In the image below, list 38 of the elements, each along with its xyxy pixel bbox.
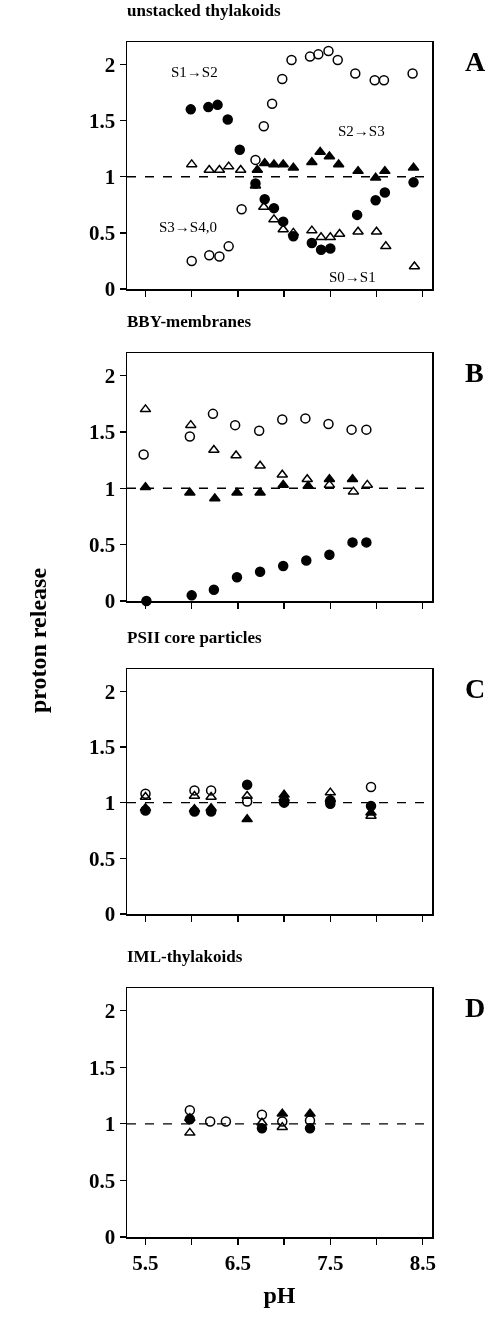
y-tick-label: 0.5: [89, 1168, 116, 1193]
text: C: [465, 673, 486, 704]
x-tick-label: 7.5: [317, 1250, 344, 1275]
annotation: S1→S2: [171, 64, 218, 80]
y-tick-label: 2: [104, 679, 116, 704]
y-tick-label: 1: [104, 1112, 116, 1137]
y-tick-label: 2: [104, 52, 116, 77]
y-tick-label: 0.5: [89, 532, 116, 557]
y-tick-label: 1: [104, 790, 116, 815]
y-tick-label: 1: [104, 476, 116, 501]
x-axis-title: pH: [263, 1281, 296, 1308]
y-tick-label: 1.5: [89, 420, 116, 445]
chart-title: IML-thylakoids: [127, 947, 243, 966]
y-tick-label: 0: [104, 902, 116, 927]
annotation: S3→S4,0: [159, 219, 217, 235]
y-tick-label: 2: [104, 998, 116, 1023]
y-tick-label: 1.5: [89, 1055, 116, 1080]
chart-title: PSII core particles: [127, 628, 263, 647]
text: A: [465, 46, 486, 77]
y-tick-label: 0: [104, 1225, 116, 1250]
annotation: S0→S1: [329, 269, 376, 285]
x-tick-label: 8.5: [409, 1250, 436, 1275]
y-tick-label: 1.5: [89, 735, 116, 760]
x-tick-label: 5.5: [132, 1250, 159, 1275]
y-tick-label: 1: [104, 165, 116, 190]
text: B: [465, 357, 484, 388]
y-tick-label: 0: [104, 277, 116, 302]
chart-title: BBY-membranes: [127, 312, 252, 331]
y-tick-label: 1.5: [89, 108, 116, 133]
y-tick-label: 0: [104, 589, 116, 614]
y-axis-title: proton release: [24, 567, 52, 713]
chart-title: unstacked thylakoids: [127, 1, 281, 20]
y-tick-label: 0.5: [89, 221, 116, 246]
x-tick-label: 6.5: [224, 1250, 252, 1275]
y-tick-label: 2: [104, 363, 116, 388]
text: D: [465, 992, 486, 1023]
annotation: S2→S3: [338, 123, 385, 139]
y-tick-label: 0.5: [89, 846, 116, 871]
